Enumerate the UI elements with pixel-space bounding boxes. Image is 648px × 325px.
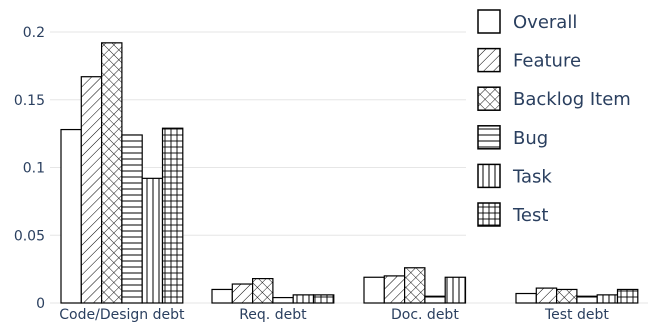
legend-label: Task [512,166,552,187]
y-tick-label: 0 [36,296,45,312]
bar-task [444,276,467,304]
bar-overall [363,276,385,304]
legend-label: Feature [513,51,581,72]
bar-feature [80,76,103,304]
legend-swatch [477,163,501,189]
bar-backlog-item [100,42,123,304]
legend-swatch [477,9,501,34]
legend-label: Bug [513,128,548,149]
bar-task [141,177,164,304]
bar-bug [272,296,294,304]
y-tick-label: 0.05 [14,228,45,244]
bars [60,42,639,304]
x-category-label: Doc. debt [391,307,459,323]
bar-feature [383,275,406,304]
bar-bug [576,295,598,304]
y-axis-ticks: 0 0.05 0.1 0.15 0.2 [14,25,45,312]
legend-swatch [477,125,501,150]
x-axis-categories: Code/Design debt Req. debt Doc. debt Test d… [59,307,609,323]
bar-backlog-item [555,288,578,304]
bar-bug [121,134,143,304]
x-category-label: Req. debt [239,307,307,323]
bar-overall [515,292,537,304]
bar-feature [535,287,558,304]
bar-bug [424,295,446,304]
bar-overall [60,128,82,304]
bar-overall [211,288,233,304]
bar-test [312,294,335,304]
y-tick-label: 0.15 [14,93,45,109]
legend: Overall Feature Backlog Item Bug Task Test [466,0,648,236]
legend-swatch [477,86,501,111]
x-category-label: Test debt [544,307,609,323]
legend-label: Overall [513,12,577,33]
bar-task [596,294,619,304]
bar-task [292,294,315,304]
bar-backlog-item [404,267,426,304]
bar-feature [231,283,254,304]
legend-label: Test [512,205,548,226]
y-tick-label: 0.1 [23,161,45,177]
bar-test [161,127,184,304]
legend-swatch [477,202,501,227]
y-tick-label: 0.2 [23,25,45,41]
x-category-label: Code/Design debt [59,307,185,323]
legend-background [466,0,648,236]
bar-test [616,288,639,304]
bar-backlog-item [252,278,274,304]
legend-swatch [477,47,501,73]
legend-label: Backlog Item [513,89,631,110]
